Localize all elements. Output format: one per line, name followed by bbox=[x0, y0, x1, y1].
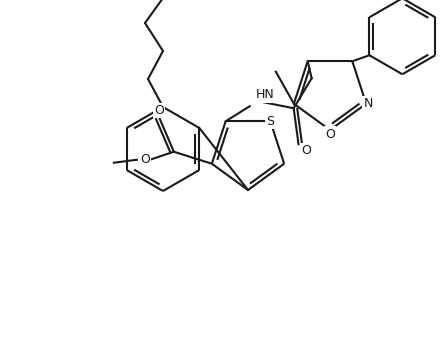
Text: O: O bbox=[325, 127, 335, 141]
Text: O: O bbox=[154, 104, 164, 117]
Text: O: O bbox=[140, 153, 150, 166]
Text: HN: HN bbox=[256, 88, 274, 101]
Text: N: N bbox=[363, 97, 373, 110]
Text: O: O bbox=[302, 144, 312, 157]
Text: S: S bbox=[266, 115, 274, 128]
